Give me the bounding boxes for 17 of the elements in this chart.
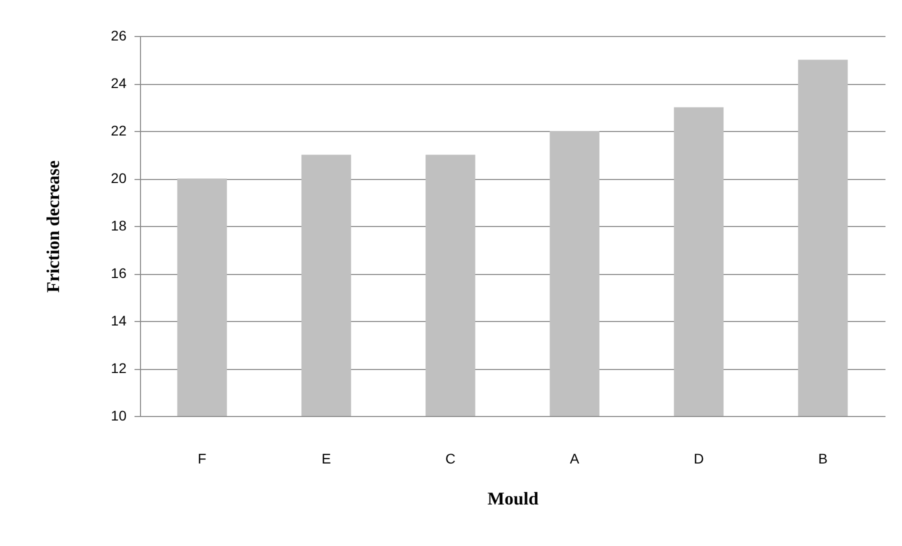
y-tick-label: 22	[110, 122, 127, 138]
x-tick-label: A	[570, 450, 580, 466]
x-tick-label: B	[818, 450, 828, 466]
x-tick-label: E	[322, 450, 331, 466]
x-tick-label: F	[198, 450, 206, 466]
y-tick-label: 12	[110, 360, 127, 376]
y-tick-label: 10	[110, 408, 127, 424]
y-tick-label: 24	[110, 75, 127, 91]
y-tick-label: 26	[110, 28, 127, 44]
x-tick-label: C	[445, 450, 456, 466]
x-axis-title: Mould	[487, 488, 539, 508]
y-tick-label: 20	[110, 170, 127, 186]
x-tick-label: D	[694, 450, 704, 466]
y-tick-label: 18	[110, 218, 127, 234]
y-axis-title: Friction decrease	[42, 160, 63, 293]
y-tick-label: 14	[110, 312, 127, 328]
y-tick-label: 16	[110, 265, 127, 281]
